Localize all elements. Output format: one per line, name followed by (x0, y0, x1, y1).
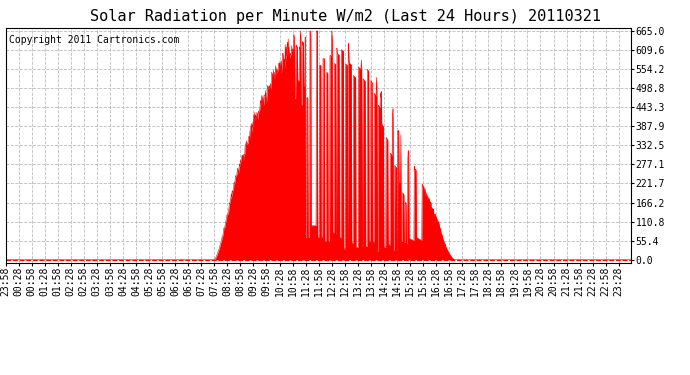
Text: Copyright 2011 Cartronics.com: Copyright 2011 Cartronics.com (9, 35, 179, 45)
Text: Solar Radiation per Minute W/m2 (Last 24 Hours) 20110321: Solar Radiation per Minute W/m2 (Last 24… (90, 9, 600, 24)
